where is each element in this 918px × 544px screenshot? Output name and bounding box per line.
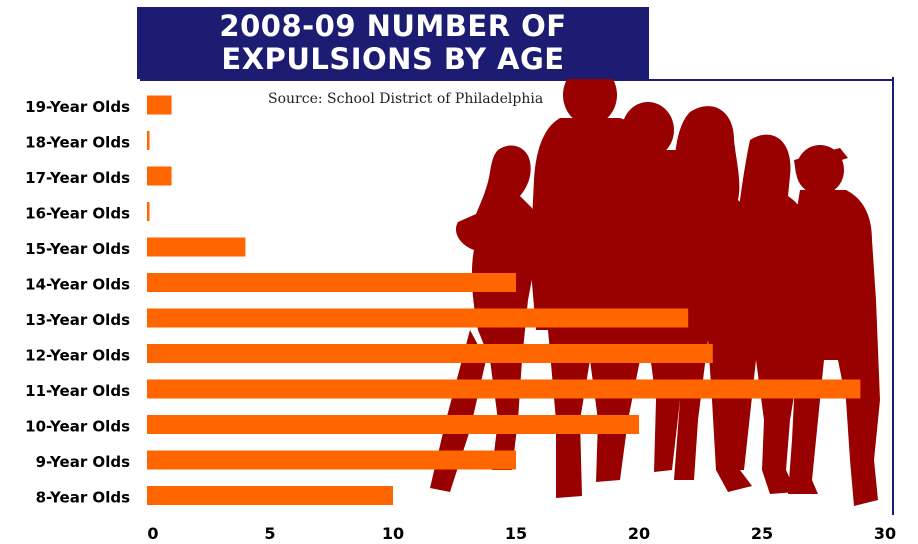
title-banner: 2008-09 NUMBER OF EXPULSIONS BY AGE	[137, 7, 649, 79]
bar-10-year-olds	[147, 415, 639, 434]
x-tick-labels: 0 5 10 15 20 25 30	[147, 524, 896, 543]
category-label: 13-Year Olds	[25, 311, 130, 329]
category-label: 16-Year Olds	[25, 205, 130, 223]
bar-9-year-olds	[147, 450, 516, 470]
category-label: 12-Year Olds	[25, 347, 130, 365]
x-tick-label: 15	[505, 524, 527, 543]
bar-16-year-olds	[147, 202, 150, 221]
title-line-1: 2008-09 NUMBER OF	[219, 9, 567, 43]
category-label: 9-Year Olds	[36, 453, 130, 471]
x-tick-label: 30	[874, 524, 896, 543]
category-label: 19-Year Olds	[25, 98, 130, 116]
bar-17-year-olds	[147, 166, 172, 186]
category-label: 17-Year Olds	[25, 169, 130, 187]
bar-8-year-olds	[147, 486, 393, 505]
bar-14-year-olds	[147, 273, 516, 292]
bar-15-year-olds	[147, 237, 246, 257]
bars-layer	[147, 95, 861, 505]
category-label: 11-Year Olds	[25, 382, 130, 400]
category-labels: 19-Year Olds 18-Year Olds 17-Year Olds 16-Y…	[25, 98, 130, 507]
source-note: Source: School District of Philadelphia	[268, 91, 544, 107]
bar-19-year-olds	[147, 95, 172, 115]
x-tick-label: 10	[382, 524, 404, 543]
bar-18-year-olds	[147, 131, 150, 150]
category-label: 10-Year Olds	[25, 418, 130, 436]
bar-13-year-olds	[147, 308, 689, 328]
category-label: 15-Year Olds	[25, 240, 130, 258]
category-label: 8-Year Olds	[36, 489, 130, 507]
x-tick-label: 20	[628, 524, 650, 543]
category-label: 18-Year Olds	[25, 134, 130, 152]
category-label: 14-Year Olds	[25, 276, 130, 294]
bar-12-year-olds	[147, 344, 713, 363]
x-tick-label: 25	[751, 524, 773, 543]
title-line-2: EXPULSIONS BY AGE	[221, 42, 565, 76]
teen-group-silhouette	[430, 65, 880, 506]
x-tick-label: 0	[147, 524, 158, 543]
bar-11-year-olds	[147, 379, 861, 399]
x-tick-label: 5	[264, 524, 275, 543]
